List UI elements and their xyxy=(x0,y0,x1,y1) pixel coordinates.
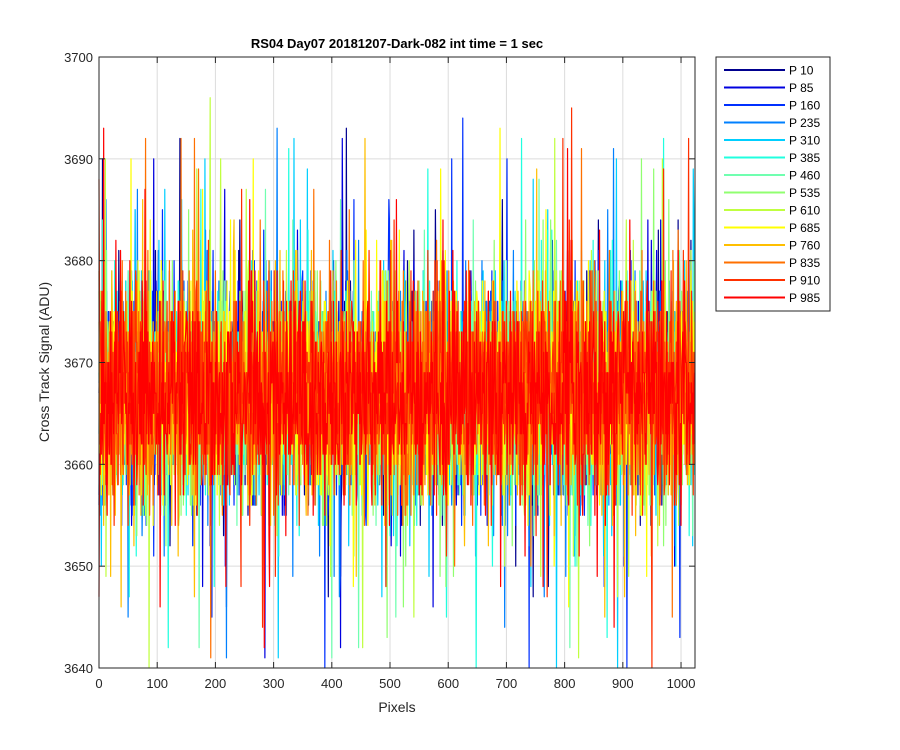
y-tick-label: 3640 xyxy=(64,661,93,676)
x-tick-label: 0 xyxy=(95,676,102,691)
legend-label-p-985: P 985 xyxy=(789,291,820,305)
legend-label-p-160: P 160 xyxy=(789,99,820,113)
legend-label-p-460: P 460 xyxy=(789,169,820,183)
x-tick-label: 900 xyxy=(612,676,634,691)
x-axis-label: Pixels xyxy=(378,699,415,715)
series-line-p-985 xyxy=(98,127,696,649)
chart-title: RS04 Day07 20181207-Dark-082 int time = … xyxy=(251,36,543,51)
x-tick-label: 500 xyxy=(379,676,401,691)
x-tick-label: 300 xyxy=(263,676,285,691)
series-lines xyxy=(98,97,696,669)
legend-box xyxy=(715,56,831,312)
legend-label-p-85: P 85 xyxy=(789,81,814,95)
legend-items: P 10 P 85 P 160 P 235 P 310 P 385 P 460 P 535 P … xyxy=(724,64,820,305)
legend: P 10 P 85 P 160 P 235 P 310 P 385 P 460 P 535 P … xyxy=(715,56,831,312)
x-tick-label: 400 xyxy=(321,676,343,691)
legend-label-p-835: P 835 xyxy=(789,256,820,270)
x-tick-label: 700 xyxy=(496,676,518,691)
legend-label-p-760: P 760 xyxy=(789,239,820,253)
legend-label-p-685: P 685 xyxy=(789,221,820,235)
x-tick-label: 100 xyxy=(146,676,168,691)
plot-area xyxy=(98,56,696,669)
y-tick-label: 3660 xyxy=(64,457,93,472)
x-tick-label: 1000 xyxy=(667,676,696,691)
y-tick-label: 3670 xyxy=(64,356,93,371)
legend-label-p-235: P 235 xyxy=(789,116,820,130)
legend-label-p-535: P 535 xyxy=(789,186,820,200)
y-tick-label: 3650 xyxy=(64,559,93,574)
y-axis-ticks: 3640 3650 3660 3670 3680 3690 3700 xyxy=(64,50,695,676)
legend-label-p-10: P 10 xyxy=(789,64,814,78)
x-tick-label: 200 xyxy=(205,676,227,691)
y-tick-label: 3690 xyxy=(64,152,93,167)
legend-label-p-385: P 385 xyxy=(789,151,820,165)
legend-label-p-610: P 610 xyxy=(789,204,820,218)
x-tick-label: 800 xyxy=(554,676,576,691)
legend-label-p-310: P 310 xyxy=(789,134,820,148)
x-tick-label: 600 xyxy=(437,676,459,691)
y-axis-label: Cross Track Signal (ADU) xyxy=(36,282,52,442)
y-tick-label: 3700 xyxy=(64,50,93,65)
legend-label-p-910: P 910 xyxy=(789,274,820,288)
y-tick-label: 3680 xyxy=(64,254,93,269)
x-axis-ticks: 0 100 200 300 400 500 600 700 800 900 1000 xyxy=(95,57,695,691)
